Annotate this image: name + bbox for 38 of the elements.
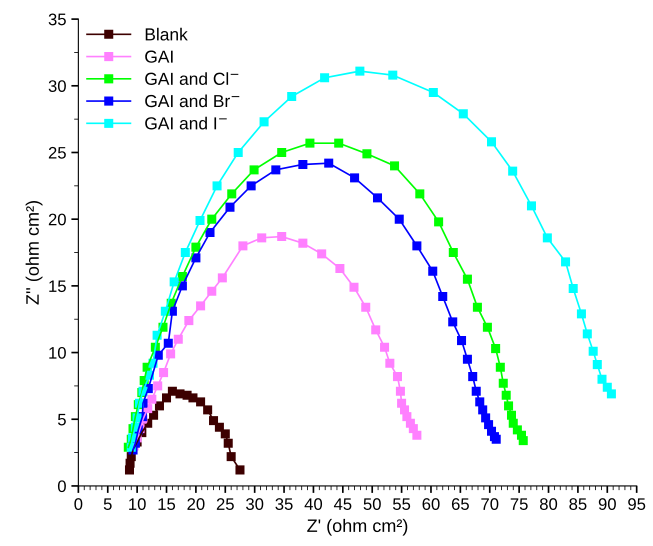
legend-label: Blank xyxy=(146,28,188,41)
legend-label: GAI and Cl$^{−}$ xyxy=(145,72,238,85)
y-tick-label: 20 xyxy=(48,214,66,226)
y-axis-title: Z'' (ohm cm²) xyxy=(26,201,42,305)
x-tick-label: 45 xyxy=(334,498,352,510)
x-axis-title: Z' (ohm cm²) xyxy=(307,518,408,536)
y-tick-label: 10 xyxy=(49,346,66,359)
y-tick-label: 35 xyxy=(48,14,66,26)
x-tick-label: 25 xyxy=(216,498,234,510)
x-tick-label: 70 xyxy=(481,498,498,510)
y-tick-label: 30 xyxy=(48,80,66,92)
x-tick-label: 80 xyxy=(540,498,558,510)
legend-label: GAI and I$^{−}$ xyxy=(145,116,227,130)
point xyxy=(492,434,501,444)
y-tick-label: 0 xyxy=(58,480,66,492)
y-tick-label: 25 xyxy=(48,146,66,159)
legend-label: GAI and Br$^{−}$ xyxy=(145,94,240,108)
x-tick-label: 95 xyxy=(628,498,646,510)
x-tick-label: 35 xyxy=(275,498,293,510)
x-tick-label: 15 xyxy=(158,498,176,510)
x-tick-label: 55 xyxy=(392,498,410,510)
legend-label: GAI xyxy=(145,50,173,63)
point xyxy=(412,430,422,440)
x-tick-label: 90 xyxy=(598,498,616,510)
y-tick-label: 5 xyxy=(58,414,66,426)
x-tick-label: 50 xyxy=(364,498,381,510)
x-tick-label: 30 xyxy=(246,498,264,510)
x-tick-label: 65 xyxy=(452,498,469,510)
x-tick-label: 85 xyxy=(569,498,586,510)
x-tick-label: 20 xyxy=(187,498,205,510)
x-tick-label: 60 xyxy=(422,498,440,510)
x-tick-label: 5 xyxy=(104,498,112,510)
x-tick-label: 75 xyxy=(510,498,528,510)
point xyxy=(518,436,528,446)
y-tick-label: 15 xyxy=(49,280,66,292)
x-tick-label: 40 xyxy=(304,498,322,510)
x-tick-label: 10 xyxy=(129,498,146,510)
x-tick-label: 0 xyxy=(74,498,82,510)
